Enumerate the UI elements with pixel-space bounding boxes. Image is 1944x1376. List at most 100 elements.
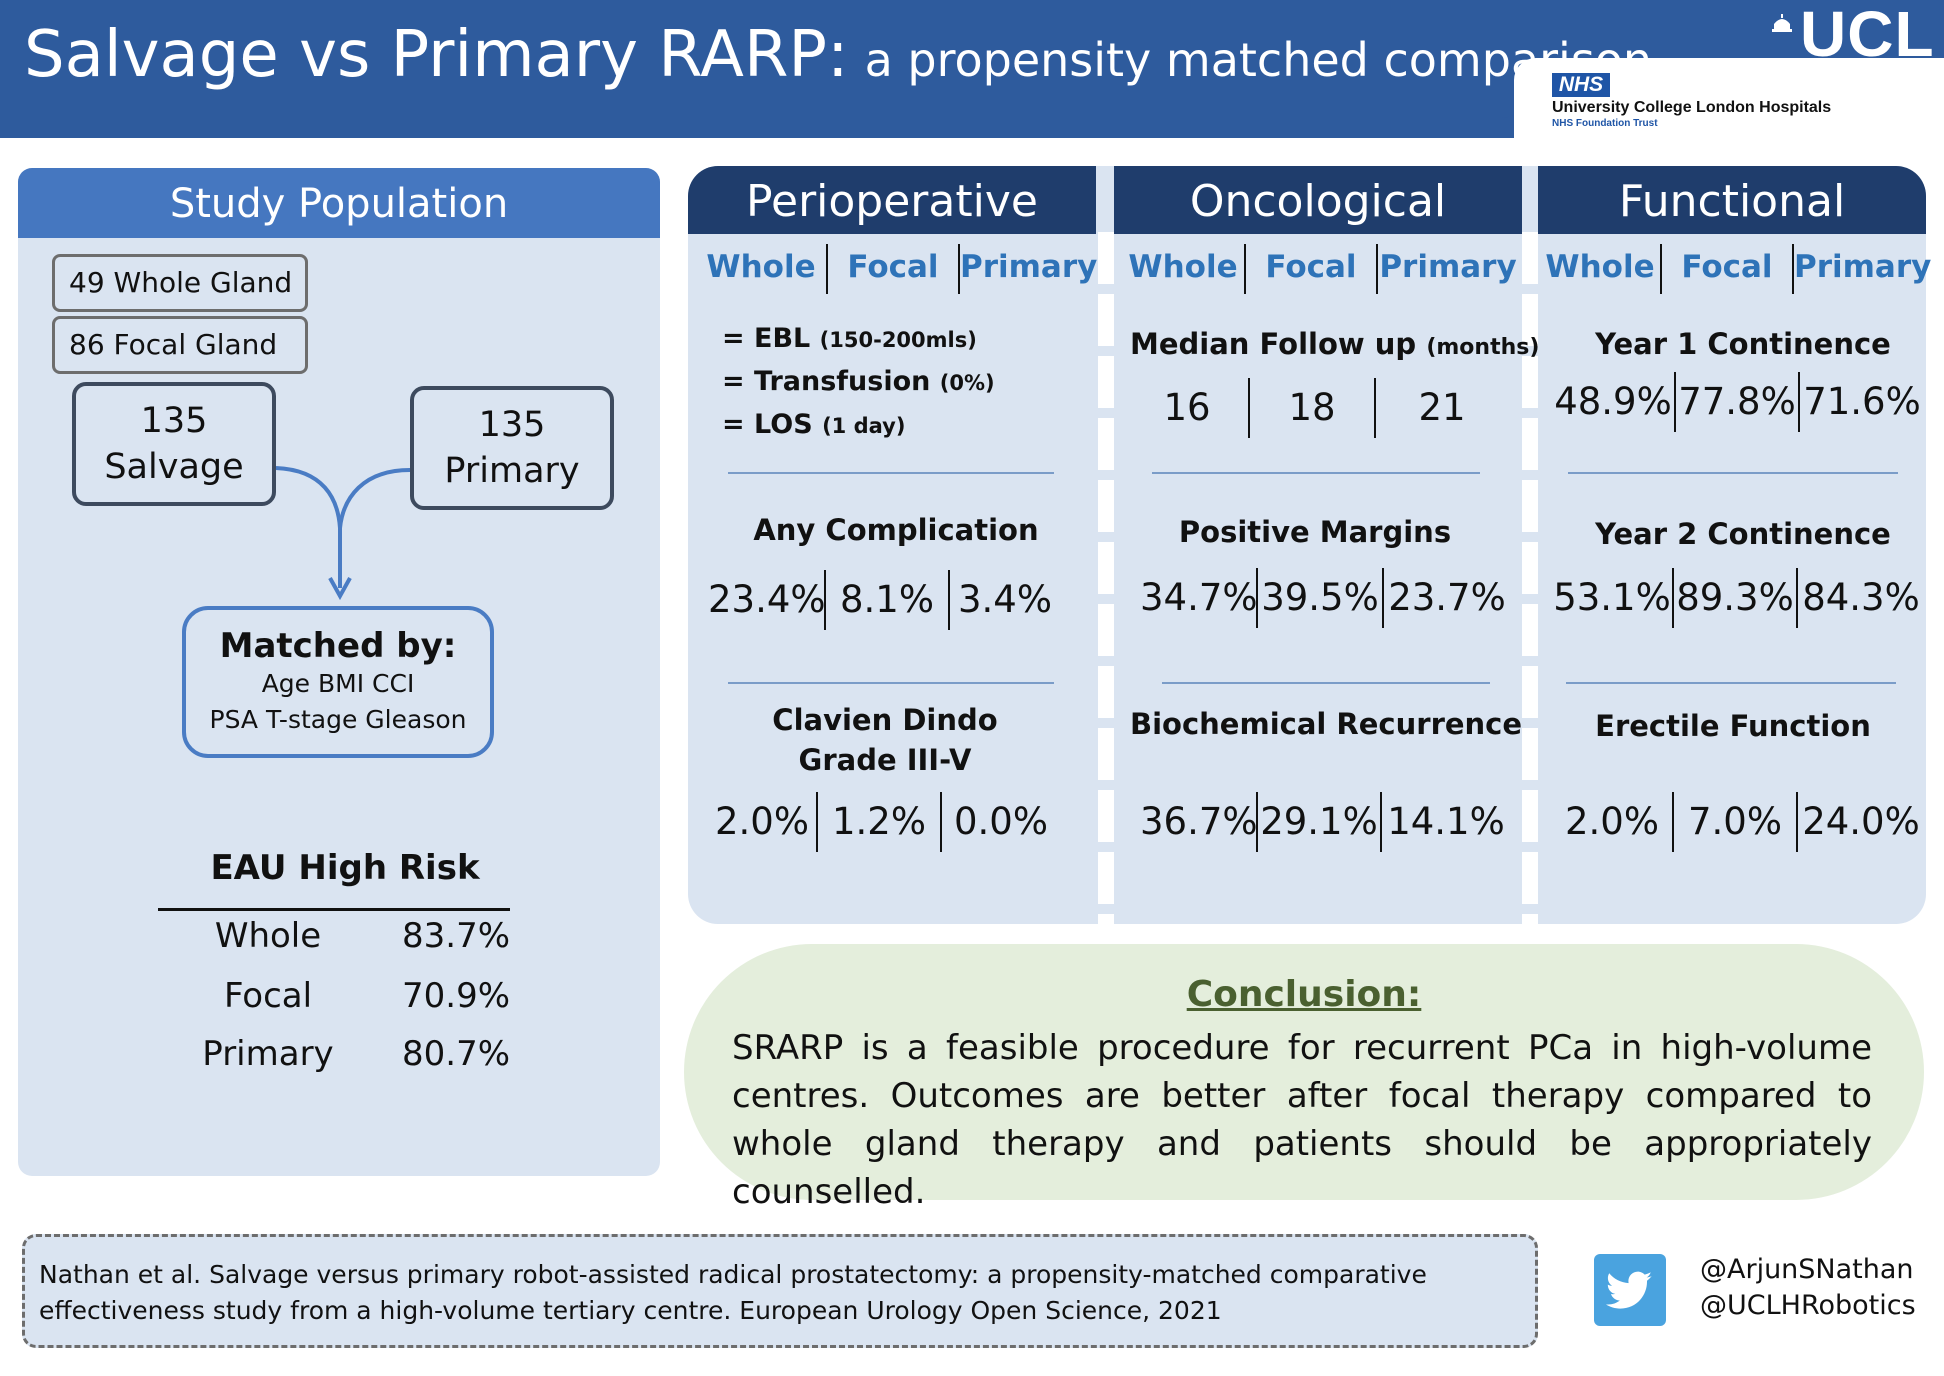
los-item: = LOS (1 day) — [722, 409, 906, 440]
perioperative-list: = EBL (150-200mls) = Transfusion (0%) = … — [722, 318, 995, 447]
any-complication-values: 23.4% 8.1% 3.4% — [708, 570, 1060, 630]
oncological-group-labels: Whole Focal Primary — [1122, 244, 1518, 294]
salvage-label: Salvage — [104, 447, 244, 487]
citation-box: Nathan et al. Salvage versus primary rob… — [22, 1234, 1538, 1348]
erectile-function-title: Erectile Function — [1595, 709, 1871, 743]
title-main: Salvage vs Primary RARP: — [24, 18, 849, 92]
value-whole: 34.7% — [1140, 568, 1258, 628]
conclusion-text: SRARP is a feasible procedure for recurr… — [732, 1028, 1872, 1212]
outcomes-panel — [688, 166, 1926, 924]
year-2-continence-values: 53.1% 89.3% 84.3% — [1552, 568, 1924, 628]
group-label-focal: Focal — [1246, 244, 1378, 294]
eau-row: Focal 70.9% — [158, 976, 528, 1026]
value-primary: 3.4% — [958, 578, 1052, 621]
value-focal: 18 — [1250, 378, 1376, 438]
value-whole: 48.9% — [1552, 372, 1676, 432]
value-whole: 36.7% — [1140, 792, 1258, 852]
value-focal: 1.2% — [818, 792, 942, 852]
clavien-dindo-values: 2.0% 1.2% 0.0% — [708, 792, 1060, 852]
eau-divider — [158, 908, 510, 911]
social-handles: @ArjunSNathan @UCLHRobotics — [1700, 1252, 1916, 1324]
conclusion-title: Conclusion: — [1186, 974, 1422, 1015]
matched-by-line-1: Age BMI CCI — [261, 669, 415, 698]
any-complication-title: Any Complication — [753, 513, 1039, 547]
value-whole: 53.1% — [1552, 568, 1674, 628]
ucl-dome-icon — [1772, 14, 1792, 32]
ebl-item: = EBL (150-200mls) — [722, 323, 977, 354]
matched-by-line-2: PSA T-stage Gleason — [209, 705, 467, 734]
group-label-primary: Primary — [960, 249, 1098, 285]
value-primary: 24.0% — [1802, 800, 1920, 843]
value-focal: 77.8% — [1676, 372, 1800, 432]
group-label-whole: Whole — [1122, 244, 1246, 294]
whole-gland-box: 49 Whole Gland — [52, 254, 308, 312]
biochemical-recurrence-title: Biochemical Recurrence — [1130, 707, 1523, 741]
ucl-logo: UCL — [1800, 0, 1935, 70]
twitter-handle-1[interactable]: @ArjunSNathan — [1700, 1254, 1914, 1285]
transfusion-item: = Transfusion (0%) — [722, 366, 995, 397]
functional-header: Functional — [1538, 166, 1926, 234]
group-label-primary: Primary — [1379, 249, 1517, 285]
median-follow-up-values: 16 18 21 — [1126, 378, 1508, 438]
primary-count: 135 — [478, 405, 546, 445]
section-divider — [1152, 472, 1480, 474]
citation-text: Nathan et al. Salvage versus primary rob… — [39, 1260, 1427, 1325]
value-whole: 2.0% — [708, 792, 818, 852]
value-primary: 0.0% — [954, 800, 1048, 843]
value-primary: 14.1% — [1387, 800, 1505, 843]
study-population-panel: Study Population 49 Whole Gland 86 Focal… — [18, 168, 660, 1176]
page-title: Salvage vs Primary RARP: a propensity ma… — [24, 18, 1652, 118]
group-label-primary: Primary — [1794, 249, 1932, 285]
eau-row-value: 80.7% — [402, 1034, 511, 1074]
clavien-dindo-title: Clavien Dindo Grade III-V — [772, 703, 998, 777]
value-focal: 8.1% — [826, 570, 950, 630]
biochemical-recurrence-values: 36.7% 29.1% 14.1% — [1140, 792, 1510, 852]
eau-high-risk-title: EAU High Risk — [210, 848, 480, 888]
section-divider — [1568, 472, 1898, 474]
value-focal: 29.1% — [1258, 792, 1382, 852]
section-divider — [1162, 682, 1490, 684]
nhs-logo: NHS — [1552, 73, 1610, 97]
positive-margins-values: 34.7% 39.5% 23.7% — [1140, 568, 1510, 628]
section-divider — [728, 472, 1054, 474]
functional-group-labels: Whole Focal Primary — [1540, 244, 1932, 294]
section-divider — [1566, 682, 1896, 684]
eau-row: Primary 80.7% — [158, 1034, 528, 1084]
value-whole: 16 — [1126, 378, 1250, 438]
group-label-whole: Whole — [696, 244, 828, 294]
eau-row-value: 70.9% — [402, 976, 511, 1016]
positive-margins-title: Positive Margins — [1178, 515, 1452, 549]
matched-by-box: Matched by: Age BMI CCI PSA T-stage Glea… — [182, 606, 494, 758]
eau-row-label: Focal — [223, 976, 313, 1016]
logo-area — [1514, 58, 1944, 138]
section-divider — [728, 682, 1054, 684]
oncological-header: Oncological — [1114, 166, 1522, 234]
eau-row-label: Whole — [214, 916, 322, 956]
primary-box: 135 Primary — [410, 386, 614, 510]
column-separator — [1522, 232, 1538, 924]
conclusion-panel: Conclusion: SRARP is a feasible procedur… — [684, 944, 1924, 1212]
primary-label: Primary — [444, 451, 580, 491]
matched-by-title: Matched by: — [219, 626, 457, 666]
twitter-bird-icon — [1605, 1271, 1652, 1309]
column-separator — [1098, 232, 1114, 924]
erectile-function-values: 2.0% 7.0% 24.0% — [1552, 792, 1924, 852]
value-whole: 23.4% — [708, 570, 826, 630]
salvage-box: 135 Salvage — [72, 382, 276, 506]
nhs-trust-subtitle: NHS Foundation Trust — [1552, 118, 1658, 129]
value-whole: 2.0% — [1552, 792, 1674, 852]
twitter-icon[interactable] — [1594, 1254, 1666, 1326]
value-focal: 7.0% — [1674, 792, 1798, 852]
value-primary: 21 — [1418, 386, 1466, 429]
value-primary: 71.6% — [1803, 380, 1921, 423]
merge-connector — [275, 466, 411, 601]
value-primary: 84.3% — [1802, 576, 1920, 619]
group-label-focal: Focal — [1662, 244, 1794, 294]
value-focal: 89.3% — [1674, 568, 1798, 628]
nhs-trust-name: University College London Hospitals — [1552, 99, 1832, 116]
value-focal: 39.5% — [1258, 568, 1384, 628]
value-primary: 23.7% — [1388, 576, 1506, 619]
twitter-handle-2[interactable]: @UCLHRobotics — [1700, 1290, 1916, 1321]
year-1-continence-title: Year 1 Continence — [1595, 327, 1891, 361]
year-1-continence-values: 48.9% 77.8% 71.6% — [1552, 372, 1924, 432]
